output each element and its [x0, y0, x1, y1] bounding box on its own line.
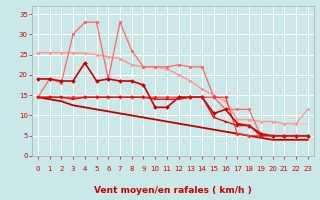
X-axis label: Vent moyen/en rafales ( km/h ): Vent moyen/en rafales ( km/h ) [94, 186, 252, 195]
